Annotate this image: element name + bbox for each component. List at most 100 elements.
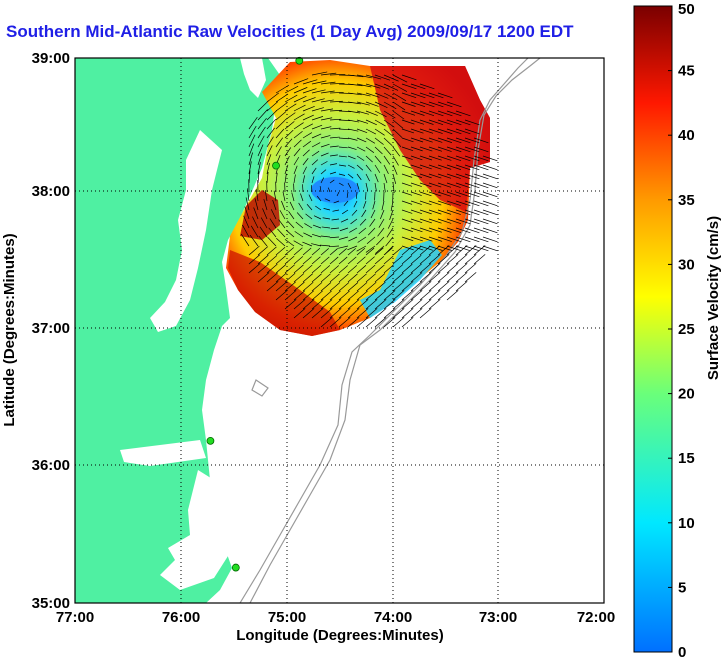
velocity-vector (473, 182, 489, 189)
velocity-vector (473, 227, 489, 234)
velocity-vector (312, 224, 322, 229)
velocity-vector (295, 221, 304, 229)
velocity-vector (446, 245, 459, 256)
velocity-vector (383, 83, 399, 91)
velocity-vector (282, 191, 286, 202)
velocity-vector (365, 119, 377, 126)
velocity-vector (410, 200, 422, 205)
velocity-vector (419, 254, 431, 265)
velocity-vector (320, 235, 331, 238)
velocity-vector (367, 227, 376, 236)
velocity-vector (254, 198, 259, 211)
velocity-vector (370, 209, 376, 219)
velocity-vector (401, 255, 413, 265)
velocity-vector (302, 132, 313, 139)
velocity-vector (401, 263, 413, 274)
velocity-vector (401, 299, 414, 310)
velocity-vector (473, 200, 489, 207)
velocity-vector (257, 100, 269, 112)
velocity-vector (329, 179, 335, 184)
velocity-vector (257, 117, 267, 130)
velocity-vector (284, 281, 296, 292)
velocity-vector (455, 173, 471, 180)
velocity-vector (356, 282, 368, 292)
velocity-vector (374, 101, 388, 108)
albemarle-sound (120, 440, 206, 466)
velocity-vector (428, 281, 441, 292)
velocity-vector (455, 227, 471, 234)
velocity-vector (428, 155, 442, 161)
velocity-vector (347, 308, 360, 319)
velocity-vector (257, 153, 263, 166)
x-tick-label: 76:00 (162, 609, 200, 626)
velocity-vector (293, 104, 306, 112)
velocity-vector (401, 272, 413, 283)
velocity-vector (320, 299, 333, 310)
velocity-vector (264, 189, 268, 202)
velocity-vector (284, 264, 295, 274)
velocity-vector (374, 128, 385, 136)
velocity-vector (320, 126, 332, 130)
velocity-vector (419, 155, 433, 161)
velocity-vector (401, 281, 414, 292)
velocity-vector (374, 281, 386, 292)
velocity-vector (446, 218, 462, 224)
velocity-vector (464, 263, 477, 274)
y-tick-label: 36:00 (32, 457, 70, 474)
velocity-vector (401, 110, 416, 116)
velocity-vector (455, 236, 471, 243)
velocity-vector (311, 243, 322, 247)
velocity-vector (473, 173, 489, 180)
velocity-vector (338, 137, 349, 140)
velocity-vector (410, 290, 423, 301)
velocity-vector (276, 237, 286, 247)
velocity-vector (437, 218, 452, 224)
velocity-vector (428, 236, 443, 242)
velocity-vector (365, 273, 376, 283)
velocity-vector (392, 246, 403, 256)
velocity-vector (311, 159, 319, 166)
land-mass (75, 58, 282, 603)
chesapeake-bay (150, 130, 222, 332)
velocity-vector (284, 247, 294, 256)
velocity-vector (281, 200, 286, 211)
velocity-vector (284, 103, 297, 112)
velocity-vector (347, 182, 352, 189)
velocity-vector (311, 124, 323, 130)
velocity-vector (365, 110, 378, 116)
colorbar-tick-label: 10 (678, 515, 695, 532)
velocity-vector (293, 87, 308, 94)
x-tick-label: 73:00 (479, 609, 517, 626)
velocity-vector (311, 71, 328, 76)
velocity-vector (321, 226, 331, 229)
velocity-vector (320, 169, 327, 175)
velocity-vector (253, 207, 259, 220)
velocity-vector (248, 245, 260, 256)
velocity-vector (419, 119, 434, 125)
velocity-vector (446, 254, 459, 265)
velocity-vector (273, 190, 277, 202)
velocity-vector (320, 99, 334, 103)
velocity-vector (347, 128, 359, 132)
velocity-vector (329, 265, 340, 274)
velocity-vector (333, 200, 340, 204)
velocity-vector (365, 173, 370, 182)
velocity-vector (329, 145, 339, 148)
velocity-vector (464, 119, 480, 126)
velocity-vector (455, 245, 468, 256)
colorbar-tick-label: 40 (678, 127, 695, 144)
pamlico-sound (160, 470, 228, 590)
velocity-vector (482, 191, 498, 198)
velocity-vector (302, 241, 313, 247)
velocity-vector (338, 256, 348, 265)
velocity-vector (284, 121, 295, 130)
velocity-vector (302, 299, 315, 310)
velocity-vector (266, 92, 280, 103)
velocity-vector (428, 137, 443, 143)
velocity-vector (410, 164, 423, 170)
velocity-vector (437, 245, 450, 256)
velocity-vector (437, 254, 450, 265)
velocity-vector (286, 220, 295, 229)
velocity-vector (347, 101, 361, 105)
velocity-vector (464, 227, 480, 234)
